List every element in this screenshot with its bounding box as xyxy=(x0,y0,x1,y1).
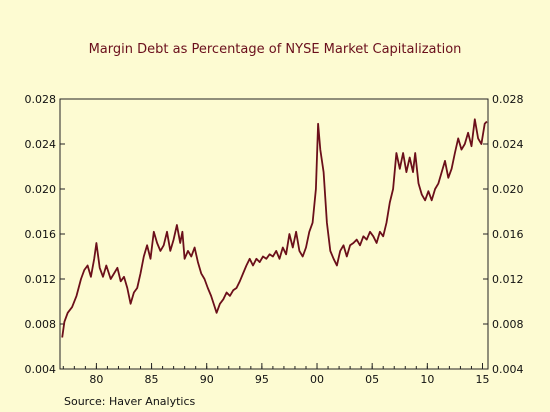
left-axis: 0.004 0.008 0.012 0.016 0.020 0.024 0.028 xyxy=(25,93,65,376)
y-tick-label-left: 0.012 xyxy=(25,273,57,286)
y-tick-label-right: 0.020 xyxy=(492,183,524,196)
y-tick-label-left: 0.024 xyxy=(25,138,57,151)
y-tick-label-left: 0.028 xyxy=(25,93,57,106)
x-tick-label: 95 xyxy=(255,373,269,386)
y-tick-label-left: 0.008 xyxy=(25,318,57,331)
y-tick-label-left: 0.016 xyxy=(25,228,57,241)
x-axis: 80 85 90 95 00 05 10 15 xyxy=(62,363,489,386)
y-tick-label-right: 0.024 xyxy=(492,138,524,151)
x-tick-label: 80 xyxy=(89,373,103,386)
y-tick-label-right: 0.004 xyxy=(492,363,524,376)
right-axis: 0.004 0.008 0.012 0.016 0.020 0.024 0.028 xyxy=(483,93,524,376)
x-tick-label: 00 xyxy=(310,373,324,386)
y-tick-label-right: 0.016 xyxy=(492,228,524,241)
y-tick-label-left: 0.004 xyxy=(25,363,57,376)
y-tick-label-right: 0.028 xyxy=(492,93,524,106)
x-tick-label: 90 xyxy=(200,373,214,386)
source-note: Source: Haver Analytics xyxy=(64,395,196,408)
series-line-margin-debt xyxy=(61,118,488,338)
x-tick-label: 85 xyxy=(145,373,159,386)
x-tick-label: 15 xyxy=(475,373,489,386)
y-tick-label-right: 0.008 xyxy=(492,318,524,331)
x-tick-label: 10 xyxy=(420,373,434,386)
chart-title: Margin Debt as Percentage of NYSE Market… xyxy=(89,42,462,57)
x-tick-label: 05 xyxy=(365,373,379,386)
y-tick-label-right: 0.012 xyxy=(492,273,524,286)
y-tick-label-left: 0.020 xyxy=(25,183,57,196)
